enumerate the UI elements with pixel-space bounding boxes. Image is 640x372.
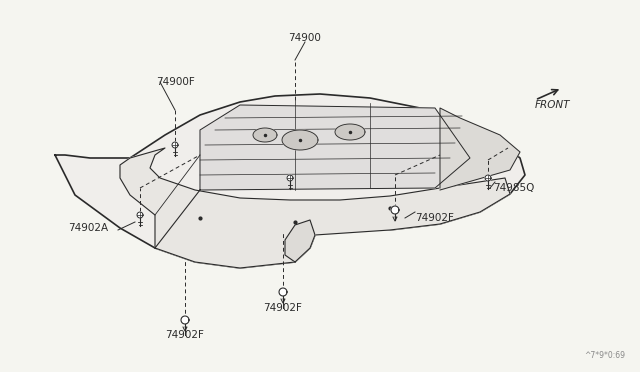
Polygon shape [282, 130, 318, 150]
Polygon shape [440, 108, 520, 190]
Text: 74900: 74900 [289, 33, 321, 43]
Text: 74985Q: 74985Q [493, 183, 534, 193]
Polygon shape [335, 124, 365, 140]
Polygon shape [253, 128, 277, 142]
Text: FRONT: FRONT [535, 100, 570, 110]
Polygon shape [200, 105, 470, 190]
Polygon shape [287, 175, 293, 181]
Text: 74900F: 74900F [156, 77, 195, 87]
Text: 74902F: 74902F [415, 213, 454, 223]
Polygon shape [485, 175, 491, 181]
Polygon shape [285, 220, 315, 262]
Text: ^7*9*0:69: ^7*9*0:69 [584, 351, 625, 360]
Polygon shape [137, 212, 143, 218]
Text: 74902F: 74902F [264, 303, 303, 313]
Polygon shape [181, 316, 189, 324]
Polygon shape [120, 148, 510, 268]
Polygon shape [55, 94, 525, 268]
Polygon shape [172, 142, 178, 148]
Polygon shape [391, 206, 399, 214]
Text: 74902F: 74902F [166, 330, 204, 340]
Text: 74902A: 74902A [68, 223, 108, 233]
Polygon shape [279, 288, 287, 296]
